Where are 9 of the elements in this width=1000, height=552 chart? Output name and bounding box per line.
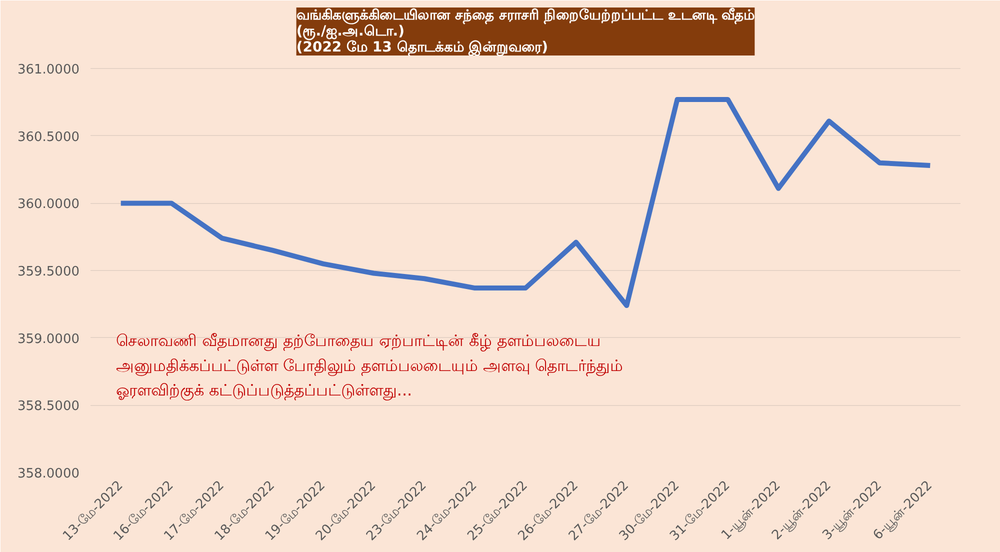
y-tick-label: 358.5000 bbox=[17, 399, 80, 414]
y-tick-label: 358.0000 bbox=[17, 466, 80, 482]
y-tick-label: 360.0000 bbox=[17, 197, 80, 212]
annotation: செலாவணி வீதமானது தற்போதைய ஏற்பாட்டின் கீழ் தளம்பலடைய அனுமதிக்கப்பட்டுள்ள போதிலும் தளம்பலடையும் அளவு தொடர்ந்தும் ஓரளவிற்குக் கட்டுப்படுத்தப்பட்டுள்ளது... bbox=[116, 331, 624, 401]
chart-title: வங்கிகளுக்கிடையிலான சந்தை சராசரி நிறையேற்றப்பட்ட உடனடி வீதம் (ரூ./ஐ.அ.டொ.) (2022 மே 13 தொடக்கம் இன்றுவரை) bbox=[296, 8, 755, 56]
y-tick-label: 361.0000 bbox=[17, 62, 80, 78]
y-tick-label: 359.5000 bbox=[17, 264, 80, 280]
y-tick-label: 359.0000 bbox=[17, 332, 80, 347]
y-tick-label: 360.5000 bbox=[17, 130, 80, 145]
